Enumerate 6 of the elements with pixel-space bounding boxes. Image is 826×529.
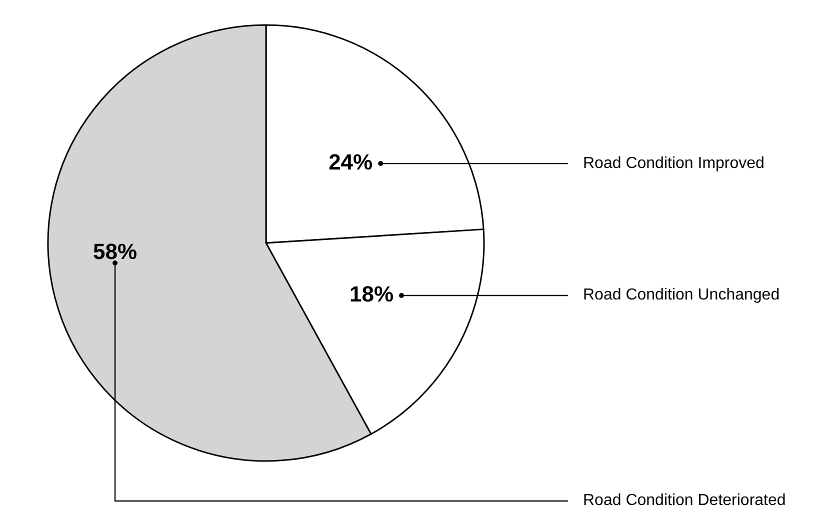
slice-label: Road Condition Deteriorated	[583, 492, 786, 510]
data-label: 18%	[349, 281, 394, 306]
data-label: 24%	[328, 149, 373, 174]
slice-label: Road Condition Unchanged	[583, 286, 780, 304]
data-label: 58%	[93, 238, 138, 264]
slice-label: Road Condition Improved	[583, 154, 764, 172]
